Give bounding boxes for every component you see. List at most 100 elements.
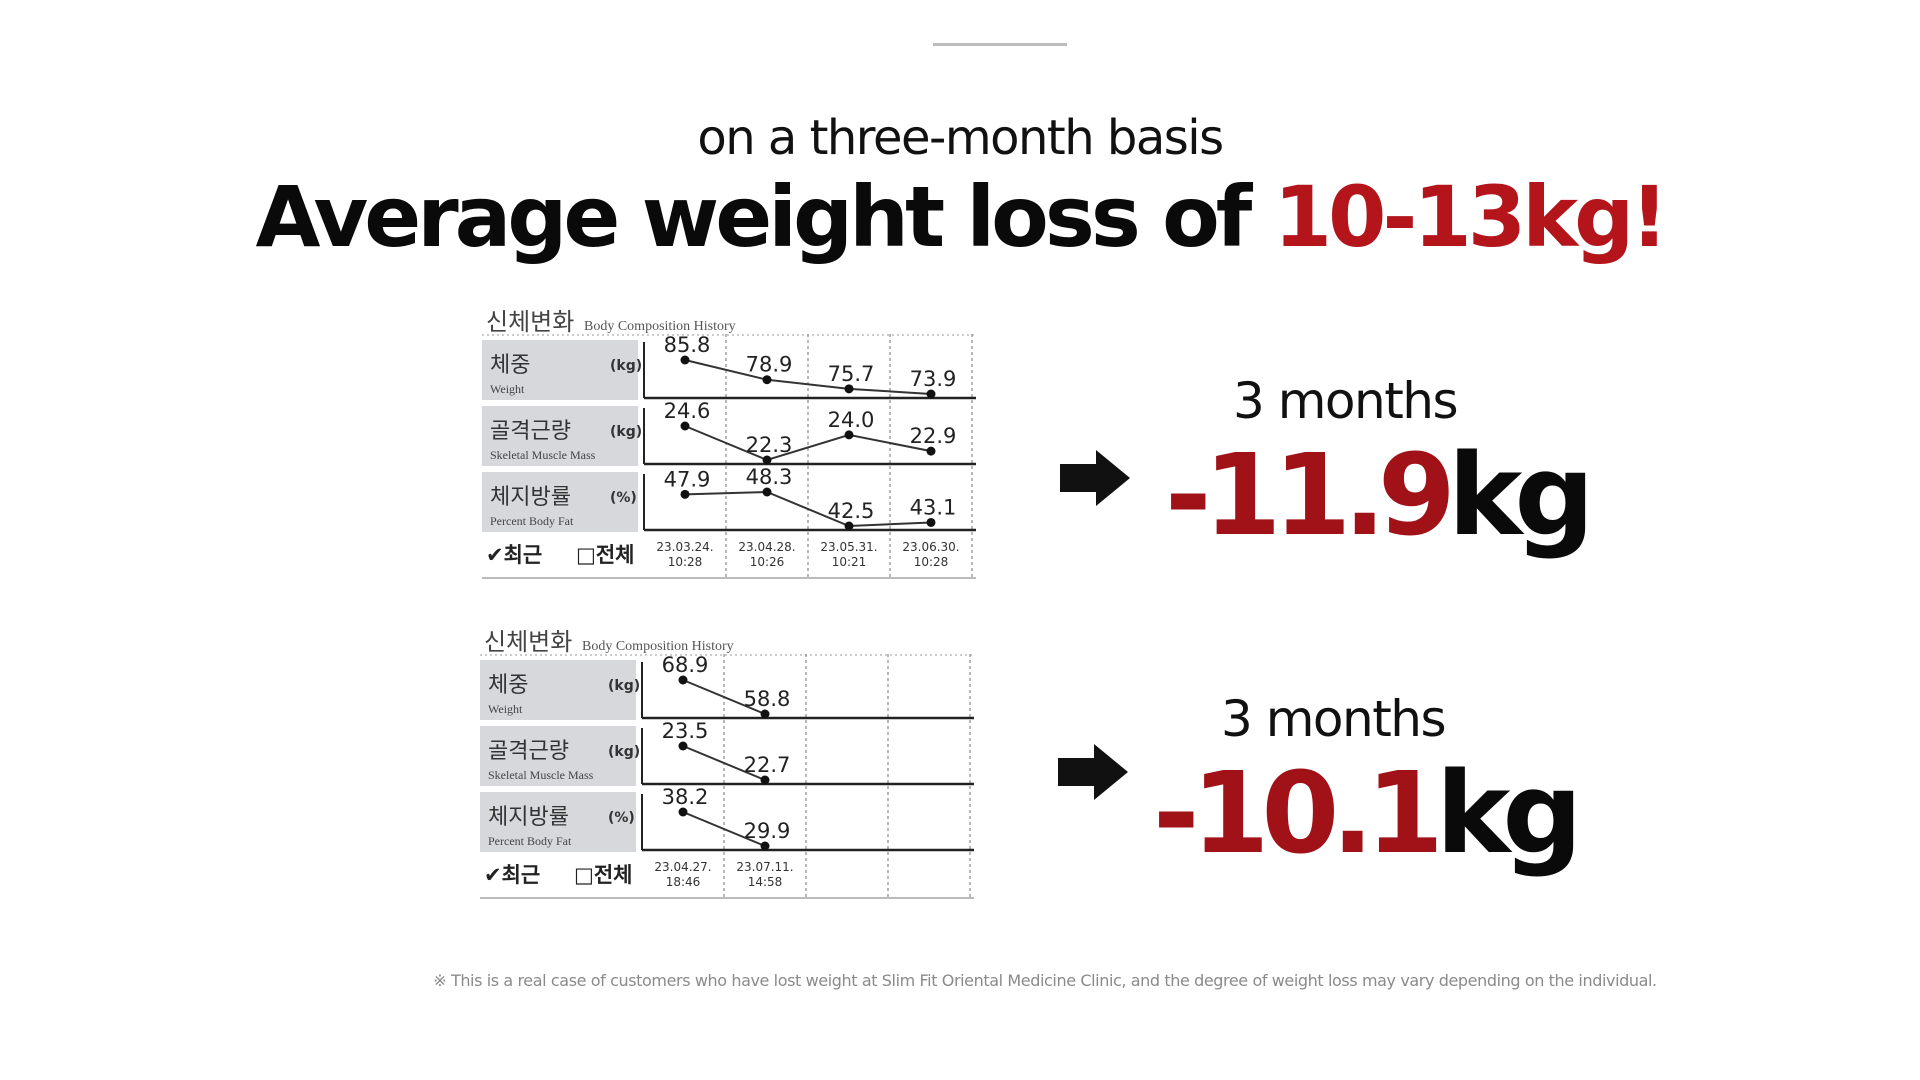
series-unit: (%) bbox=[608, 810, 635, 826]
chart-title: 신체변화 bbox=[484, 628, 572, 656]
tick-label: 23.04.27. bbox=[654, 860, 711, 874]
data-point bbox=[762, 487, 772, 497]
data-label: 22.7 bbox=[744, 753, 791, 777]
data-label: 73.9 bbox=[910, 367, 957, 391]
data-label: 22.9 bbox=[910, 424, 957, 448]
body-composition-chart-1: 신체변화 Body Composition History 체중 (kg) Weight… bbox=[482, 302, 976, 580]
series-label-bg bbox=[482, 340, 638, 400]
data-point bbox=[760, 709, 770, 719]
tick-label: 23.04.28. bbox=[738, 540, 795, 554]
result-1-period: 3 months bbox=[1233, 372, 1459, 430]
series-unit: (%) bbox=[610, 490, 637, 506]
series-label-bg bbox=[482, 406, 638, 466]
series-label-bg bbox=[480, 726, 636, 786]
result-2-period: 3 months bbox=[1221, 690, 1447, 748]
chart-svg: 신체변화 Body Composition History 체중 (kg) Weight… bbox=[482, 308, 976, 580]
right-arrow-icon bbox=[1058, 744, 1128, 800]
data-point bbox=[678, 675, 688, 685]
tick-label: 10:28 bbox=[668, 555, 703, 569]
series-name: 골격근량 bbox=[488, 739, 569, 764]
data-point bbox=[844, 521, 854, 531]
data-point bbox=[926, 517, 936, 527]
series-unit: (kg) bbox=[610, 424, 642, 440]
data-label: 68.9 bbox=[662, 653, 709, 677]
result-1-loss: -11.9kg bbox=[1165, 440, 1594, 552]
series-label-bg bbox=[480, 660, 636, 720]
page-headline: Average weight loss of 10-13kg! bbox=[0, 168, 1920, 266]
data-label: 58.8 bbox=[744, 687, 791, 711]
series-line bbox=[682, 811, 766, 847]
data-point bbox=[680, 421, 690, 431]
series-line bbox=[682, 745, 766, 781]
headline-accent: 10-13kg! bbox=[1273, 168, 1669, 266]
data-label: 23.5 bbox=[662, 719, 709, 743]
filter-all[interactable]: □전체 bbox=[574, 863, 632, 887]
headline-prefix: Average weight loss of bbox=[255, 168, 1274, 266]
data-label: 38.2 bbox=[662, 785, 709, 809]
series-label-bg bbox=[482, 472, 638, 532]
data-label: 22.3 bbox=[746, 433, 793, 457]
result-1-loss-unit: kg bbox=[1447, 431, 1595, 561]
chart-subtitle: Body Composition History bbox=[582, 639, 734, 654]
result-2-loss: -10.1kg bbox=[1153, 758, 1582, 870]
series-unit: (kg) bbox=[608, 744, 640, 760]
tick-label: 10:21 bbox=[832, 555, 867, 569]
filter-recent[interactable]: ✔최근 bbox=[484, 863, 540, 887]
data-point bbox=[926, 389, 936, 399]
series-name-en: Percent Body Fat bbox=[488, 834, 572, 848]
data-label: 24.0 bbox=[828, 408, 875, 432]
data-label: 78.9 bbox=[746, 353, 793, 377]
series-name-en: Skeletal Muscle Mass bbox=[488, 768, 594, 782]
top-divider bbox=[933, 43, 1067, 46]
series-name: 체중 bbox=[490, 353, 530, 378]
data-point bbox=[844, 384, 854, 394]
data-point bbox=[760, 775, 770, 785]
data-label: 29.9 bbox=[744, 819, 791, 843]
tick-label: 23.07.11. bbox=[736, 860, 793, 874]
data-point bbox=[762, 375, 772, 385]
data-label: 75.7 bbox=[828, 362, 875, 386]
series-name-en: Skeletal Muscle Mass bbox=[490, 448, 596, 462]
series-line bbox=[684, 359, 932, 395]
series-line bbox=[684, 490, 932, 528]
data-label: 48.3 bbox=[746, 465, 793, 489]
tick-label: 14:58 bbox=[748, 875, 783, 889]
filter-all[interactable]: □전체 bbox=[576, 543, 634, 567]
result-2-loss-unit: kg bbox=[1435, 749, 1583, 879]
data-point bbox=[760, 841, 770, 851]
series-name-en: Weight bbox=[490, 382, 525, 396]
series-name: 골격근량 bbox=[490, 419, 571, 444]
series-line bbox=[684, 425, 932, 462]
data-label: 47.9 bbox=[664, 467, 711, 491]
series-name: 체중 bbox=[488, 673, 528, 698]
data-point bbox=[678, 807, 688, 817]
result-1-loss-value: -11.9 bbox=[1165, 431, 1456, 561]
disclaimer-note: ※ This is a real case of customers who h… bbox=[433, 971, 1657, 990]
tick-label: 10:28 bbox=[914, 555, 949, 569]
filter-recent[interactable]: ✔최근 bbox=[486, 543, 542, 567]
series-line bbox=[682, 679, 766, 715]
tick-label: 23.06.30. bbox=[902, 540, 959, 554]
series-unit: (kg) bbox=[610, 358, 642, 374]
chart-title: 신체변화 bbox=[486, 308, 574, 336]
tick-label: 23.03.24. bbox=[656, 540, 713, 554]
series-name-en: Percent Body Fat bbox=[490, 514, 574, 528]
data-label: 85.8 bbox=[664, 333, 711, 357]
series-unit: (kg) bbox=[608, 678, 640, 694]
data-point bbox=[926, 446, 936, 456]
series-name: 체지방률 bbox=[488, 805, 569, 830]
chart-svg: 신체변화 Body Composition History 체중 (kg) Weight… bbox=[480, 628, 974, 900]
data-point bbox=[678, 741, 688, 751]
tick-label: 10:26 bbox=[750, 555, 785, 569]
result-2-loss-value: -10.1 bbox=[1153, 749, 1444, 879]
data-point bbox=[844, 430, 854, 440]
body-composition-chart-2: 신체변화 Body Composition History 체중 (kg) Weight… bbox=[480, 622, 974, 900]
tick-label: 18:46 bbox=[666, 875, 701, 889]
page-subtitle: on a three-month basis bbox=[697, 110, 1224, 166]
data-point bbox=[680, 355, 690, 365]
right-arrow-icon bbox=[1060, 450, 1130, 506]
data-point bbox=[680, 489, 690, 499]
data-label: 42.5 bbox=[828, 499, 875, 523]
series-name: 체지방률 bbox=[490, 485, 571, 510]
data-point bbox=[762, 455, 772, 465]
